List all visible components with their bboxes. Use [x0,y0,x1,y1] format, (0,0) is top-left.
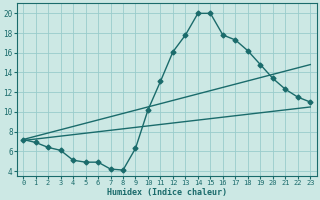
X-axis label: Humidex (Indice chaleur): Humidex (Indice chaleur) [107,188,227,197]
